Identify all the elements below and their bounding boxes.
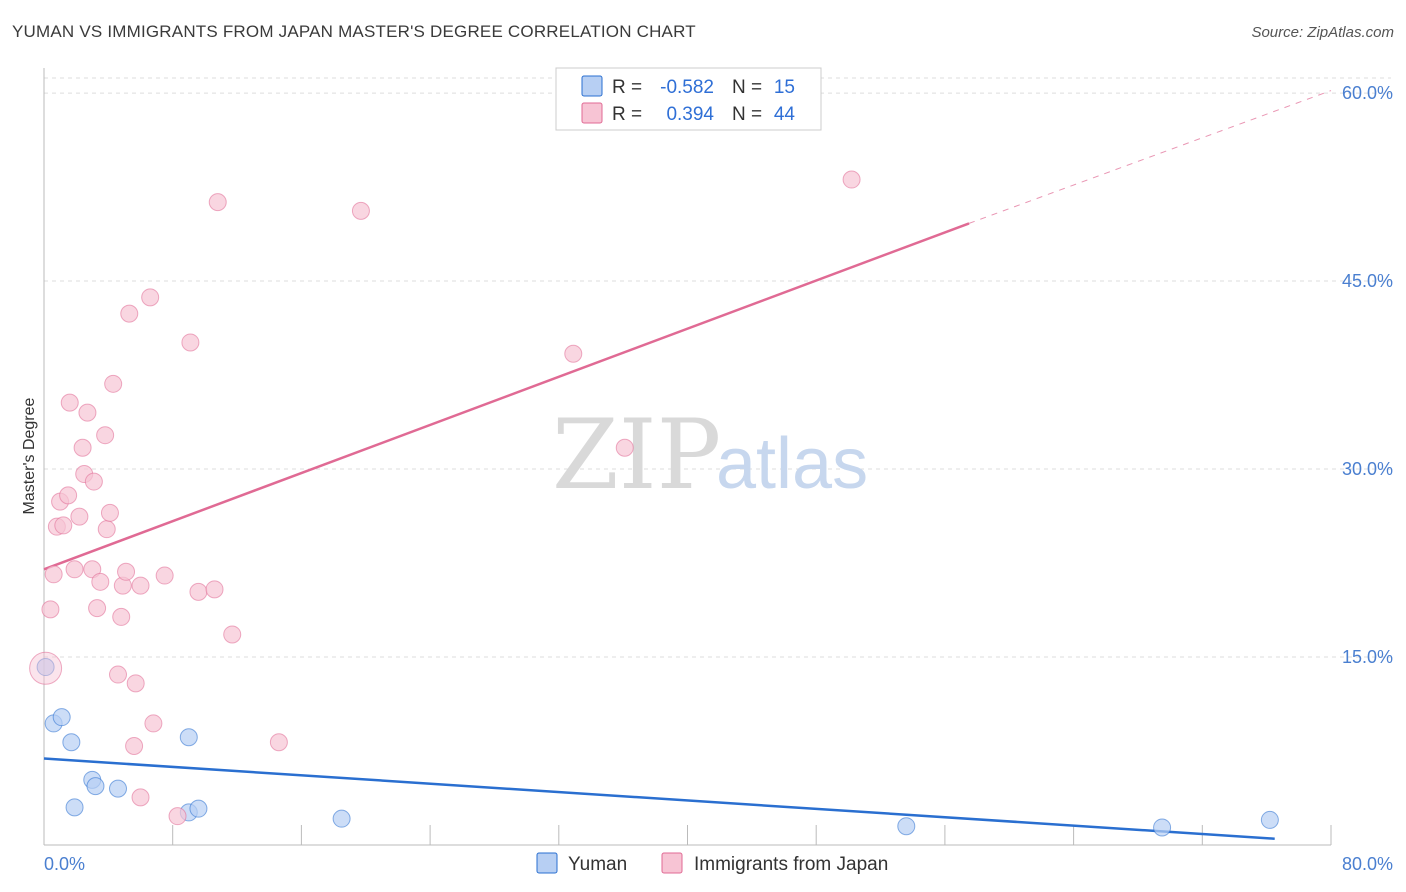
legend-n-label-japan: N =: [732, 104, 762, 125]
point-japan[interactable]: [29, 651, 63, 685]
point-japan[interactable]: [144, 714, 163, 733]
point-japan[interactable]: [223, 625, 242, 644]
point-japan[interactable]: [564, 344, 583, 363]
point-japan[interactable]: [60, 393, 79, 412]
point-japan[interactable]: [112, 607, 131, 626]
point-japan[interactable]: [73, 438, 92, 457]
point-yuman[interactable]: [62, 733, 81, 752]
series-legend-swatch-yuman: [536, 852, 558, 874]
point-japan[interactable]: [131, 788, 150, 807]
point-yuman[interactable]: [52, 708, 71, 727]
x-tick-label-max: 80.0%: [1342, 854, 1393, 874]
point-japan[interactable]: [44, 565, 63, 584]
point-japan[interactable]: [97, 520, 116, 539]
watermark: ZIP atlas: [552, 399, 868, 511]
x-tick-label-min: 0.0%: [44, 854, 85, 874]
y-tick-label-45: 45.0%: [1342, 271, 1393, 291]
correlation-legend: R = -0.582 N = 15 R = 0.394 N = 44: [555, 67, 822, 131]
legend-swatch-japan: [581, 102, 603, 124]
source-credit: Source: ZipAtlas.com: [1251, 24, 1394, 41]
point-japan[interactable]: [181, 333, 200, 352]
chart-title: YUMAN VS IMMIGRANTS FROM JAPAN MASTER'S …: [12, 22, 696, 41]
y-tick-label-15: 15.0%: [1342, 647, 1393, 667]
point-yuman[interactable]: [189, 799, 208, 818]
point-japan[interactable]: [269, 733, 288, 752]
y-tick-label-60: 60.0%: [1342, 83, 1393, 103]
point-japan[interactable]: [141, 288, 160, 307]
point-japan[interactable]: [842, 170, 861, 189]
trend-line-yuman: [43, 757, 1275, 840]
point-japan[interactable]: [54, 516, 73, 535]
point-japan[interactable]: [96, 426, 115, 445]
point-yuman[interactable]: [109, 779, 128, 798]
point-japan[interactable]: [104, 374, 123, 393]
gridlines: [44, 77, 1391, 658]
point-yuman[interactable]: [1260, 810, 1279, 829]
point-japan[interactable]: [120, 304, 139, 323]
series-legend-yuman[interactable]: Yuman: [536, 852, 627, 875]
legend-r-value-japan: 0.394: [666, 104, 714, 125]
y-tick-label-30: 30.0%: [1342, 459, 1393, 479]
trend-extension-japan: [968, 90, 1332, 224]
legend-n-label-yuman: N =: [732, 77, 762, 98]
legend-r-label-japan: R =: [612, 104, 642, 125]
point-japan[interactable]: [65, 560, 84, 579]
point-japan[interactable]: [208, 193, 227, 212]
point-japan[interactable]: [131, 576, 150, 595]
point-japan[interactable]: [189, 582, 208, 601]
series-legend-label-yuman: Yuman: [568, 854, 627, 875]
x-ticks: [172, 825, 1332, 845]
point-yuman[interactable]: [179, 728, 198, 747]
point-japan[interactable]: [117, 562, 136, 581]
point-yuman[interactable]: [86, 777, 105, 796]
point-japan[interactable]: [126, 674, 145, 693]
series-legend-label-japan: Immigrants from Japan: [694, 854, 888, 875]
legend-swatch-yuman: [581, 75, 603, 97]
point-yuman[interactable]: [1153, 818, 1172, 837]
legend-row-japan: R = 0.394 N = 44: [581, 102, 796, 125]
point-japan[interactable]: [100, 503, 119, 522]
series-legend: Yuman Immigrants from Japan: [536, 852, 888, 875]
point-japan[interactable]: [615, 438, 634, 457]
point-japan[interactable]: [91, 572, 110, 591]
point-yuman[interactable]: [65, 798, 84, 817]
series-legend-swatch-japan: [661, 852, 683, 874]
point-japan[interactable]: [59, 486, 78, 505]
trend-lines: [43, 90, 1332, 840]
point-japan[interactable]: [78, 403, 97, 422]
point-japan[interactable]: [125, 736, 144, 755]
legend-r-value-yuman: -0.582: [660, 77, 714, 98]
y-tick-labels: 15.0% 30.0% 45.0% 60.0%: [1342, 83, 1393, 667]
data-points: [29, 170, 1279, 837]
legend-r-label-yuman: R =: [612, 77, 642, 98]
point-japan[interactable]: [109, 665, 128, 684]
point-japan[interactable]: [351, 201, 370, 220]
point-japan[interactable]: [41, 600, 60, 619]
point-yuman[interactable]: [332, 809, 351, 828]
point-japan[interactable]: [155, 566, 174, 585]
point-japan[interactable]: [70, 507, 89, 526]
point-japan[interactable]: [168, 807, 187, 826]
legend-n-value-japan: 44: [774, 104, 796, 125]
legend-row-yuman: R = -0.582 N = 15: [581, 75, 795, 98]
watermark-atlas: atlas: [716, 424, 868, 504]
point-yuman[interactable]: [897, 817, 916, 836]
point-japan[interactable]: [205, 580, 224, 599]
legend-n-value-yuman: 15: [774, 77, 795, 98]
trend-line-japan: [43, 222, 970, 571]
point-yuman[interactable]: [36, 658, 55, 677]
point-japan[interactable]: [84, 472, 103, 491]
point-japan[interactable]: [88, 599, 107, 618]
watermark-zip: ZIP: [552, 399, 721, 511]
y-axis-label: Master's Degree: [21, 397, 38, 514]
series-legend-japan[interactable]: Immigrants from Japan: [661, 852, 888, 875]
